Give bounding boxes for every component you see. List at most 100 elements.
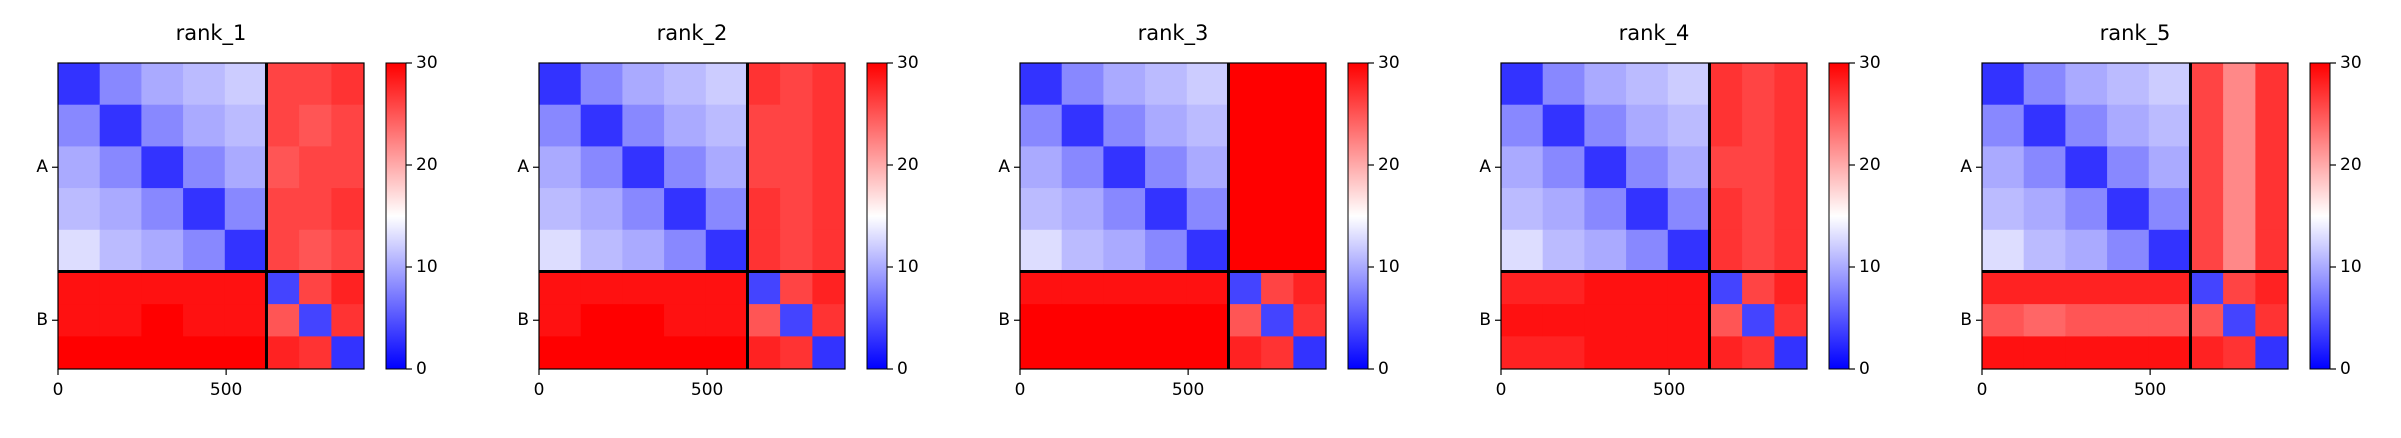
heatmap-cell — [1742, 336, 1775, 370]
heatmap-cell — [1261, 271, 1294, 305]
heatmap-cell — [266, 336, 300, 370]
heatmap-cell — [1061, 271, 1104, 305]
heatmap-cell — [1020, 229, 1063, 272]
heatmap-cell — [1584, 304, 1627, 337]
heatmap-cell — [1061, 336, 1104, 370]
heatmap-cell — [1626, 188, 1669, 231]
x-tick-label: 0 — [53, 380, 64, 400]
heatmap-cell — [299, 304, 332, 337]
colorbar — [1828, 62, 1850, 370]
heatmap-cell — [1542, 104, 1585, 147]
heatmap-cell — [664, 104, 707, 147]
heatmap-cell — [1742, 188, 1775, 231]
heatmap-cell — [812, 63, 846, 106]
heatmap-cell — [1103, 146, 1146, 189]
heatmap-cell — [2223, 104, 2256, 147]
heatmap-cell — [622, 271, 665, 305]
colorbar-tick-label: 10 — [897, 257, 919, 277]
heatmap-cell — [1145, 229, 1188, 272]
heatmap-cell — [2148, 104, 2191, 147]
heatmap-cell — [1709, 104, 1743, 147]
colorbar — [2309, 62, 2331, 370]
heatmap-cell — [1542, 336, 1585, 370]
heatmap-cell — [331, 304, 365, 337]
heatmap-cell — [2148, 146, 2191, 189]
heatmap-cell — [1145, 188, 1188, 231]
heatmap-cell — [1774, 146, 1808, 189]
heatmap-cell — [1982, 229, 2025, 272]
heatmap-cell — [99, 304, 142, 337]
heatmap-cell — [1626, 271, 1669, 305]
heatmap-cell — [1982, 146, 2025, 189]
panel-title: rank_1 — [176, 21, 247, 46]
heatmap-cell — [580, 336, 623, 370]
heatmap-cell — [580, 63, 623, 106]
colorbar-tick-label: 30 — [1378, 53, 1400, 73]
heatmap-cell — [224, 229, 267, 272]
heatmap-cell — [2255, 104, 2289, 147]
heatmap-cell — [1667, 188, 1710, 231]
heatmap-cell — [580, 229, 623, 272]
heatmap-cell — [1584, 63, 1627, 106]
heatmap-cell — [539, 229, 582, 272]
heatmap-cell — [58, 304, 101, 337]
heatmap-cell — [1626, 63, 1669, 106]
heatmap-cell — [1103, 63, 1146, 106]
heatmap-cell — [622, 304, 665, 337]
heatmap-cell — [58, 63, 101, 106]
heatmap-cell — [1145, 304, 1188, 337]
colorbar-tick-label: 0 — [1378, 359, 1389, 379]
y-tick-label: A — [1479, 157, 1491, 177]
heatmap-cell — [1709, 229, 1743, 272]
heatmap-cell — [1293, 104, 1327, 147]
heatmap-cell — [2190, 63, 2224, 106]
heatmap-cell — [2190, 336, 2224, 370]
heatmap-cell — [2223, 63, 2256, 106]
heatmap-cell — [331, 336, 365, 370]
heatmap-cell — [1145, 271, 1188, 305]
heatmap-cell — [622, 188, 665, 231]
heatmap-cell — [1742, 146, 1775, 189]
heatmap-cell — [1667, 146, 1710, 189]
heatmap-cell — [99, 63, 142, 106]
heatmap-cell — [2065, 146, 2108, 189]
heatmap-cell — [1061, 229, 1104, 272]
heatmap-cell — [2255, 229, 2289, 272]
heatmap-cell — [1061, 104, 1104, 147]
heatmap-cell — [299, 188, 332, 231]
heatmap-cell — [622, 104, 665, 147]
heatmap-cell — [780, 304, 813, 337]
heatmap-cell — [664, 336, 707, 370]
heatmap-cell — [780, 271, 813, 305]
heatmap-cell — [580, 304, 623, 337]
heatmap-cell — [1774, 188, 1808, 231]
heatmap-cell — [2065, 229, 2108, 272]
heatmap-cell — [1186, 271, 1229, 305]
heatmap-cell — [1584, 146, 1627, 189]
panel-title: rank_4 — [1619, 21, 1690, 46]
heatmap-cell — [1145, 63, 1188, 106]
colorbar-tick-label: 30 — [2340, 53, 2362, 73]
colorbar-tick-label: 20 — [897, 155, 919, 175]
heatmap-cell — [780, 229, 813, 272]
heatmap-cell — [1186, 63, 1229, 106]
heatmap-cell — [539, 304, 582, 337]
heatmap-cell — [1061, 188, 1104, 231]
colorbar-tick-label: 10 — [416, 257, 438, 277]
heatmap-cell — [1709, 63, 1743, 106]
heatmap-cell — [1293, 188, 1327, 231]
y-tick-label: A — [36, 157, 48, 177]
heatmap-cell — [1982, 188, 2025, 231]
heatmap-cell — [1501, 63, 1544, 106]
heatmap-cell — [266, 304, 300, 337]
heatmap-cell — [1228, 63, 1262, 106]
heatmap-cell — [224, 336, 267, 370]
x-tick-label: 500 — [691, 380, 723, 400]
heatmap-cell — [1186, 188, 1229, 231]
heatmap-cell — [1542, 63, 1585, 106]
heatmap-cell — [705, 63, 748, 106]
heatmap-cell — [2190, 104, 2224, 147]
colorbar — [866, 62, 888, 370]
heatmap-cell — [1261, 188, 1294, 231]
heatmap-cell — [1501, 229, 1544, 272]
